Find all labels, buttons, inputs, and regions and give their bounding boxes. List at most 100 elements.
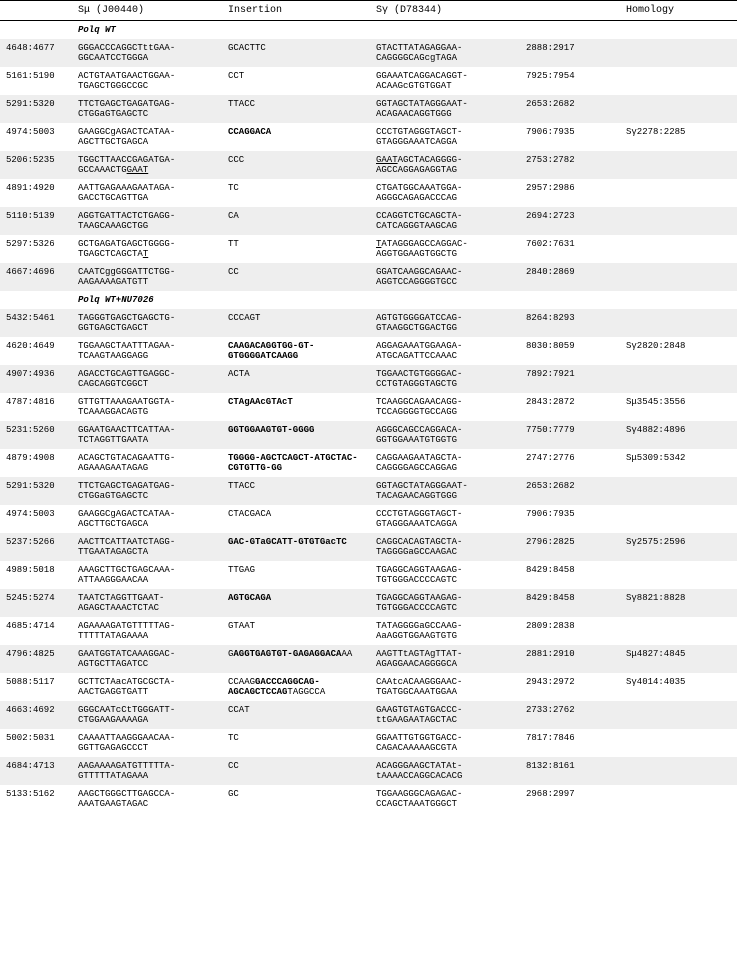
- coord1-cell: 4663:4692: [0, 701, 72, 729]
- table-row: 5161:5190ACTGTAATGAACTGGAA-TGAGCTGGGCCGC…: [0, 67, 737, 95]
- coord2-cell: 2968:2997: [520, 785, 620, 813]
- coord2-cell: 8030:8059: [520, 337, 620, 365]
- coord2-cell: 2809:2838: [520, 617, 620, 645]
- smu-cell: TAGGGTGAGCTGAGCTG-GGTGAGCTGAGCT: [72, 309, 222, 337]
- coord2-cell: 2753:2782: [520, 151, 620, 179]
- insertion-cell: CAAGACAGGTGG-GT-GTGGGGATCAAGG: [222, 337, 370, 365]
- homology-cell: [620, 235, 737, 263]
- coord2-cell: 2840:2869: [520, 263, 620, 291]
- coord2-cell: 2888:2917: [520, 39, 620, 67]
- header-empty1: [0, 1, 72, 21]
- smu-cell: GAAGGCgAGACTCATAA-AGCTTGCTGAGCA: [72, 123, 222, 151]
- sgamma-cell: GGAATTGTGGTGACC-CAGACAAAAAGCGTA: [370, 729, 520, 757]
- table-row: 4907:4936AGACCTGCAGTTGAGGC-CAGCAGGTCGGCT…: [0, 365, 737, 393]
- coord2-cell: 7906:7935: [520, 123, 620, 151]
- main-table: Sμ (J00440) Insertion Sγ (D78344) Homolo…: [0, 0, 737, 813]
- coord2-cell: 7892:7921: [520, 365, 620, 393]
- smu-cell: AACTTCATTAATCTAGG-TTGAATAGAGCTA: [72, 533, 222, 561]
- smu-cell: ACTGTAATGAACTGGAA-TGAGCTGGGCCGC: [72, 67, 222, 95]
- smu-cell: AGAAAAGATGTTTTTAG-TTTTTATAGAAAA: [72, 617, 222, 645]
- coord2-cell: 2881:2910: [520, 645, 620, 673]
- insertion-cell: CCAGGACA: [222, 123, 370, 151]
- sgamma-cell: TATAGGGGaGCCAAG-AaAGGTGGAAGTGTG: [370, 617, 520, 645]
- table-row: 4620:4649TGGAAGCTAATTTAGAA-TCAAGTAAGGAGG…: [0, 337, 737, 365]
- sgamma-cell: TCAAGGCAGAACAGG-TCCAGGGGTGCCAGG: [370, 393, 520, 421]
- table-row: 5245:5274TAATCTAGGTTGAAT-AGAGCTAAACTCTAC…: [0, 589, 737, 617]
- coord1-cell: 5297:5326: [0, 235, 72, 263]
- coord2-cell: 2694:2723: [520, 207, 620, 235]
- homology-cell: Sγ2278:2285: [620, 123, 737, 151]
- coord1-cell: 5291:5320: [0, 477, 72, 505]
- table-container: Sμ (J00440) Insertion Sγ (D78344) Homolo…: [0, 0, 737, 813]
- table-row: 5206:5235TGGCTTAACCGAGATGA-GCCAAACTGGAAT…: [0, 151, 737, 179]
- homology-cell: [620, 785, 737, 813]
- smu-cell: GAAGGCgAGACTCATAA-AGCTTGCTGAGCA: [72, 505, 222, 533]
- table-row: 4989:5018AAAGCTTGCTGAGCAAA-ATTAAGGGAACAA…: [0, 561, 737, 589]
- coord2-cell: 7925:7954: [520, 67, 620, 95]
- insertion-cell: CCT: [222, 67, 370, 95]
- insertion-cell: CCAT: [222, 701, 370, 729]
- coord1-cell: 4684:4713: [0, 757, 72, 785]
- coord1-cell: 5161:5190: [0, 67, 72, 95]
- table-row: 5002:5031CAAAATTAAGGGAACAA-GGTTGAGAGCCCT…: [0, 729, 737, 757]
- coord2-cell: 8264:8293: [520, 309, 620, 337]
- homology-cell: [620, 477, 737, 505]
- coord1-cell: 5206:5235: [0, 151, 72, 179]
- insertion-cell: GAC-GTaGCATT-GTGTGacTC: [222, 533, 370, 561]
- header-insertion: Insertion: [222, 1, 370, 21]
- insertion-cell: GGTGGAAGTGT-GGGG: [222, 421, 370, 449]
- sgamma-cell: CAGGAAGAATAGCTA-CAGGGGAGCCAGGAG: [370, 449, 520, 477]
- sgamma-cell: AGGAGAAATGGAAGA-ATGCAGATTCCAAAC: [370, 337, 520, 365]
- coord1-cell: 4891:4920: [0, 179, 72, 207]
- table-row: 4663:4692GGGCAATcCtTGGGATT-CTGGAAGAAAAGA…: [0, 701, 737, 729]
- table-row: 4879:4908ACAGCTGTACAGAATTG-AGAAAGAATAGAG…: [0, 449, 737, 477]
- homology-cell: Sμ4827:4845: [620, 645, 737, 673]
- sgamma-cell: CCAGGTCTGCAGCTA-CATCAGGGTAAGCAG: [370, 207, 520, 235]
- sgamma-cell: TGAGGCAGGTAAGAG-TGTGGGACCCCAGTC: [370, 561, 520, 589]
- homology-cell: Sγ2575:2596: [620, 533, 737, 561]
- insertion-cell: TC: [222, 179, 370, 207]
- insertion-cell: GAGGTGAGTGT-GAGAGGACAAA: [222, 645, 370, 673]
- coord1-cell: 4879:4908: [0, 449, 72, 477]
- table-row: 5133:5162AAGCTGGGCTTGAGCCA-AAATGAAGTAGAC…: [0, 785, 737, 813]
- section-title: Polq WT+NU7026: [72, 291, 737, 309]
- sgamma-cell: TGAGGCAGGTAAGAG-TGTGGGACCCCAGTC: [370, 589, 520, 617]
- coord1-cell: 4974:5003: [0, 505, 72, 533]
- homology-cell: [620, 67, 737, 95]
- insertion-cell: CTAgAAcGTAcT: [222, 393, 370, 421]
- table-row: 4684:4713AAGAAAAGATGTTTTTA-GTTTTTATAGAAA…: [0, 757, 737, 785]
- coord2-cell: 8429:8458: [520, 589, 620, 617]
- insertion-cell: CTACGACA: [222, 505, 370, 533]
- table-body: Polq WT4648:4677GGGACCCAGGCTttGAA-GGCAAT…: [0, 21, 737, 814]
- homology-cell: [620, 151, 737, 179]
- coord2-cell: 2747:2776: [520, 449, 620, 477]
- coord2-cell: 8429:8458: [520, 561, 620, 589]
- homology-cell: [620, 207, 737, 235]
- coord2-cell: 2653:2682: [520, 95, 620, 123]
- insertion-cell: CC: [222, 263, 370, 291]
- coord1-cell: 5245:5274: [0, 589, 72, 617]
- sgamma-cell: CAGGCACAGTAGCTA-TAGGGGaGCCAAGAC: [370, 533, 520, 561]
- sgamma-cell: TGGAACTGTGGGGAC-CCTGTAGGGTAGCTG: [370, 365, 520, 393]
- homology-cell: [620, 179, 737, 207]
- insertion-cell: ACTA: [222, 365, 370, 393]
- table-row: 4685:4714AGAAAAGATGTTTTTAG-TTTTTATAGAAAA…: [0, 617, 737, 645]
- sgamma-cell: GGTAGCTATAGGGAAT-ACAGAACAGGTGGG: [370, 95, 520, 123]
- sgamma-cell: AAGTTtAGTAgTTAT-AGAGGAACAGGGGCA: [370, 645, 520, 673]
- homology-cell: Sγ4014:4035: [620, 673, 737, 701]
- table-row: 5432:5461TAGGGTGAGCTGAGCTG-GGTGAGCTGAGCT…: [0, 309, 737, 337]
- homology-cell: [620, 365, 737, 393]
- sgamma-cell: GAATAGCTACAGGGG-AGCCAGGAGAGGTAG: [370, 151, 520, 179]
- homology-cell: [620, 617, 737, 645]
- smu-cell: TGGCTTAACCGAGATGA-GCCAAACTGGAAT: [72, 151, 222, 179]
- table-row: 4796:4825GAATGGTATCAAAGGAC-AGTGCTTAGATCC…: [0, 645, 737, 673]
- homology-cell: [620, 757, 737, 785]
- coord1-cell: 4648:4677: [0, 39, 72, 67]
- insertion-cell: CCC: [222, 151, 370, 179]
- smu-cell: AAGCTGGGCTTGAGCCA-AAATGAAGTAGAC: [72, 785, 222, 813]
- table-row: 5237:5266AACTTCATTAATCTAGG-TTGAATAGAGCTA…: [0, 533, 737, 561]
- homology-cell: Sμ5309:5342: [620, 449, 737, 477]
- sgamma-cell: ACAGGGAAGCTATAt-tAAAACCAGGCACACG: [370, 757, 520, 785]
- coord1-cell: 5133:5162: [0, 785, 72, 813]
- homology-cell: [620, 561, 737, 589]
